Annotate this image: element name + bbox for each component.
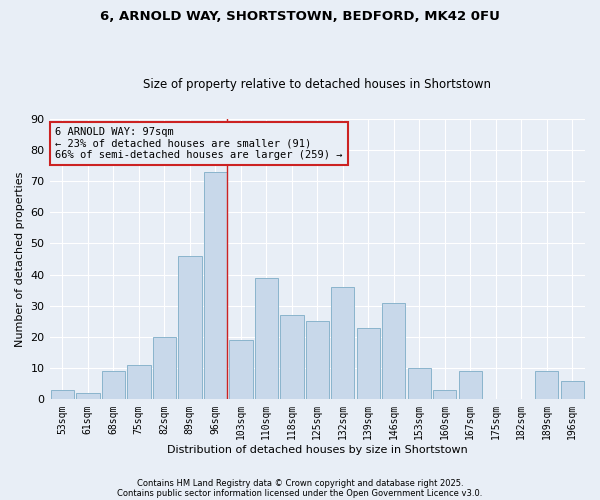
Bar: [356, 328, 380, 400]
Bar: [203, 172, 227, 400]
Text: Contains public sector information licensed under the Open Government Licence v3: Contains public sector information licen…: [118, 488, 482, 498]
Bar: [76, 393, 100, 400]
Bar: [382, 302, 406, 400]
Bar: [560, 380, 584, 400]
Bar: [535, 372, 559, 400]
Text: 6, ARNOLD WAY, SHORTSTOWN, BEDFORD, MK42 0FU: 6, ARNOLD WAY, SHORTSTOWN, BEDFORD, MK42…: [100, 10, 500, 23]
X-axis label: Distribution of detached houses by size in Shortstown: Distribution of detached houses by size …: [167, 445, 467, 455]
Bar: [152, 337, 176, 400]
Bar: [101, 372, 125, 400]
Bar: [407, 368, 431, 400]
Y-axis label: Number of detached properties: Number of detached properties: [15, 172, 25, 346]
Bar: [229, 340, 253, 400]
Bar: [305, 322, 329, 400]
Bar: [50, 390, 74, 400]
Title: Size of property relative to detached houses in Shortstown: Size of property relative to detached ho…: [143, 78, 491, 91]
Text: 6 ARNOLD WAY: 97sqm
← 23% of detached houses are smaller (91)
66% of semi-detach: 6 ARNOLD WAY: 97sqm ← 23% of detached ho…: [55, 127, 343, 160]
Bar: [127, 365, 151, 400]
Bar: [254, 278, 278, 400]
Bar: [280, 315, 304, 400]
Bar: [331, 287, 355, 400]
Bar: [178, 256, 202, 400]
Bar: [458, 372, 482, 400]
Text: Contains HM Land Registry data © Crown copyright and database right 2025.: Contains HM Land Registry data © Crown c…: [137, 478, 463, 488]
Bar: [433, 390, 457, 400]
